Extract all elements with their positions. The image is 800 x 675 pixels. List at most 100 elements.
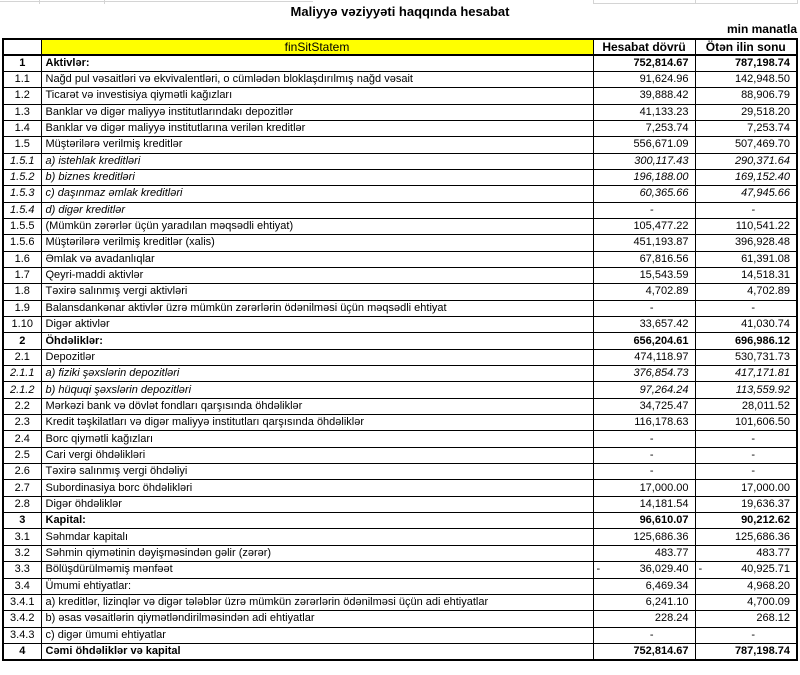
statement-name-header: finSitStatem bbox=[40, 38, 594, 56]
row-number-cell: 1.7 bbox=[2, 266, 42, 285]
row-label-cell: Digər aktivlər bbox=[40, 315, 594, 334]
gridline-remnant bbox=[593, 0, 594, 3]
negative-sign: - bbox=[698, 563, 703, 576]
value-current-cell: -36,029.40 bbox=[592, 561, 696, 579]
table-row: 2.1.2 b) hüquqi şəxslərin depozitləri 97… bbox=[2, 381, 798, 399]
value-previous-cell: - bbox=[694, 463, 798, 481]
value-current-cell: - bbox=[592, 299, 696, 318]
table-row: 1.5 Müştərilərə verilmiş kreditlər 556,6… bbox=[2, 136, 798, 154]
row-label-cell: Mərkəzi bank və dövlət fondları qarşısın… bbox=[40, 397, 594, 416]
table-row: 3.1 Səhmdar kapitalı 125,686.36 125,686.… bbox=[2, 528, 798, 546]
gridline-remnant bbox=[797, 0, 798, 3]
row-number-cell: 1.5.5 bbox=[2, 217, 42, 236]
value-current-cell: 228.24 bbox=[592, 610, 696, 628]
gridline-remnant bbox=[0, 1, 313, 2]
table-row: 1.9 Balansdankənar aktivlər üzrə mümkün … bbox=[2, 299, 798, 318]
row-number-cell: 1.5.6 bbox=[2, 234, 42, 252]
value-previous-cell: 396,928.48 bbox=[694, 234, 798, 252]
value-previous-cell: 110,541.22 bbox=[694, 217, 798, 236]
value-current-cell: 97,264.24 bbox=[592, 381, 696, 399]
table-row: 1.8 Təxirə salınmış vergi aktivləri 4,70… bbox=[2, 283, 798, 301]
value-previous-cell: 88,906.79 bbox=[694, 87, 798, 105]
row-label-cell: Kapital: bbox=[40, 512, 594, 530]
table-row: 2.1.1 a) fiziki şəxslərin depozitləri 37… bbox=[2, 365, 798, 383]
value-previous-cell: 268.12 bbox=[694, 610, 798, 628]
row-label-cell: c) daşınmaz əmlak kreditləri bbox=[40, 185, 594, 203]
row-label-cell: Kredit təşkilatları və digər maliyyə ins… bbox=[40, 414, 594, 432]
table-row: 3.2 Səhmin qiymətinin dəyişməsindən gəli… bbox=[2, 544, 798, 563]
row-label-cell: b) hüquqi şəxslərin depozitləri bbox=[40, 381, 594, 399]
value-previous-cell: 28,011.52 bbox=[694, 397, 798, 416]
row-number-cell: 2.1.2 bbox=[2, 381, 42, 399]
row-number-cell: 2.1 bbox=[2, 348, 42, 367]
row-label-cell: Depozitlər bbox=[40, 348, 594, 367]
value-current-cell: 39,888.42 bbox=[592, 87, 696, 105]
table-row: 3 Kapital: 96,610.07 90,212.62 bbox=[2, 512, 798, 530]
gridline-remnant bbox=[39, 0, 40, 4]
gridline-remnant bbox=[593, 3, 798, 4]
unit-note: min manatla bbox=[726, 22, 797, 36]
row-number-cell: 1.5.3 bbox=[2, 185, 42, 203]
row-label-cell: Cəmi öhdəliklər və kapital bbox=[40, 642, 594, 661]
row-label-cell: Səhmdar kapitalı bbox=[40, 528, 594, 546]
table-row: 3.4.3 c) digər ümumi ehtiyatlar - - bbox=[2, 626, 798, 644]
row-number-cell: 2.4 bbox=[2, 430, 42, 448]
value-current-cell: 483.77 bbox=[592, 544, 696, 563]
row-number-cell: 2.7 bbox=[2, 479, 42, 497]
row-number-cell: 3.4.2 bbox=[2, 610, 42, 628]
value-previous-cell: 47,945.66 bbox=[694, 185, 798, 203]
value-current-cell: 474,118.97 bbox=[592, 348, 696, 367]
row-number-cell: 1 bbox=[2, 54, 42, 72]
row-number-cell: 2.1.1 bbox=[2, 365, 42, 383]
reporting-period-header: Hesabat dövrü bbox=[592, 38, 696, 56]
table-row: 1.6 Əmlak və avadanlıqlar 67,816.56 61,3… bbox=[2, 250, 798, 268]
table-row: 3.4.2 b) əsas vəsaitlərin qiymətləndiril… bbox=[2, 610, 798, 628]
value-previous-cell: 787,198.74 bbox=[694, 54, 798, 72]
row-label-cell: a) kreditlər, lizinqlər və digər tələblə… bbox=[40, 593, 594, 612]
gridline-remnant bbox=[695, 0, 696, 3]
value-current-cell: 91,624.96 bbox=[592, 70, 696, 89]
row-number-cell: 3.2 bbox=[2, 544, 42, 563]
value-previous-cell: 125,686.36 bbox=[694, 528, 798, 546]
value-previous-cell: 61,391.08 bbox=[694, 250, 798, 268]
table-header-row: finSitStatem Hesabat dövrü Ötən ilin son… bbox=[2, 38, 798, 56]
row-label-cell: Təxirə salınmış vergi öhdəliyi bbox=[40, 463, 594, 481]
value-current-cell: 14,181.54 bbox=[592, 495, 696, 514]
financial-statement-table: finSitStatem Hesabat dövrü Ötən ilin son… bbox=[2, 38, 798, 661]
value-current-cell: 125,686.36 bbox=[592, 528, 696, 546]
table-row: 1.5.4 d) digər kreditlər - - bbox=[2, 201, 798, 219]
value-current-cell: 15,543.59 bbox=[592, 266, 696, 285]
table-row: 2.7 Subordinasiya borc öhdəlikləri 17,00… bbox=[2, 479, 798, 497]
table-row: 2 Öhdəliklər: 656,204.61 696,986.12 bbox=[2, 332, 798, 350]
table-row: 2.8 Digər öhdəliklər 14,181.54 19,636.37 bbox=[2, 495, 798, 514]
table-row: 1.3 Banklar və digər maliyyə institutlar… bbox=[2, 103, 798, 121]
row-label-cell: Digər öhdəliklər bbox=[40, 495, 594, 514]
table-body: 1 Aktivlər: 752,814.67 787,198.74 1.1 Na… bbox=[2, 54, 798, 661]
row-number-cell: 3.4.3 bbox=[2, 626, 42, 644]
table-row: 3.4 Ümumi ehtiyatlar: 6,469.34 4,968.20 bbox=[2, 577, 798, 595]
table-row: 2.6 Təxirə salınmış vergi öhdəliyi - - bbox=[2, 463, 798, 481]
value-current-cell: 7,253.74 bbox=[592, 119, 696, 138]
row-label-cell: Müştərilərə verilmiş kreditlər (xalis) bbox=[40, 234, 594, 252]
table-row: 2.1 Depozitlər 474,118.97 530,731.73 bbox=[2, 348, 798, 367]
table-row: 1.1 Nağd pul vəsaitləri və ekvivalentlər… bbox=[2, 70, 798, 89]
table-row: 1.5.2 b) biznes kreditləri 196,188.00 16… bbox=[2, 168, 798, 187]
row-label-cell: a) istehlak kreditləri bbox=[40, 152, 594, 170]
value-previous-cell: 483.77 bbox=[694, 544, 798, 563]
value-current-cell: 116,178.63 bbox=[592, 414, 696, 432]
row-label-cell: b) biznes kreditləri bbox=[40, 168, 594, 187]
row-label-cell: Qeyri-maddi aktivlər bbox=[40, 266, 594, 285]
table-row: 4 Cəmi öhdəliklər və kapital 752,814.67 … bbox=[2, 642, 798, 661]
row-label-cell: Balansdankənar aktivlər üzrə mümkün zərə… bbox=[40, 299, 594, 318]
row-label-cell: Müştərilərə verilmiş kreditlər bbox=[40, 136, 594, 154]
value-previous-cell: - bbox=[694, 446, 798, 465]
value-previous-cell: - bbox=[694, 201, 798, 219]
row-number-cell: 3.1 bbox=[2, 528, 42, 546]
row-label-cell: Ümumi ehtiyatlar: bbox=[40, 577, 594, 595]
row-label-cell: Nağd pul vəsaitləri və ekvivalentləri, o… bbox=[40, 70, 594, 89]
row-number-cell: 1.8 bbox=[2, 283, 42, 301]
table-row: 1.5.6 Müştərilərə verilmiş kreditlər (xa… bbox=[2, 234, 798, 252]
value-previous-cell: 142,948.50 bbox=[694, 70, 798, 89]
value-previous-cell: 101,606.50 bbox=[694, 414, 798, 432]
